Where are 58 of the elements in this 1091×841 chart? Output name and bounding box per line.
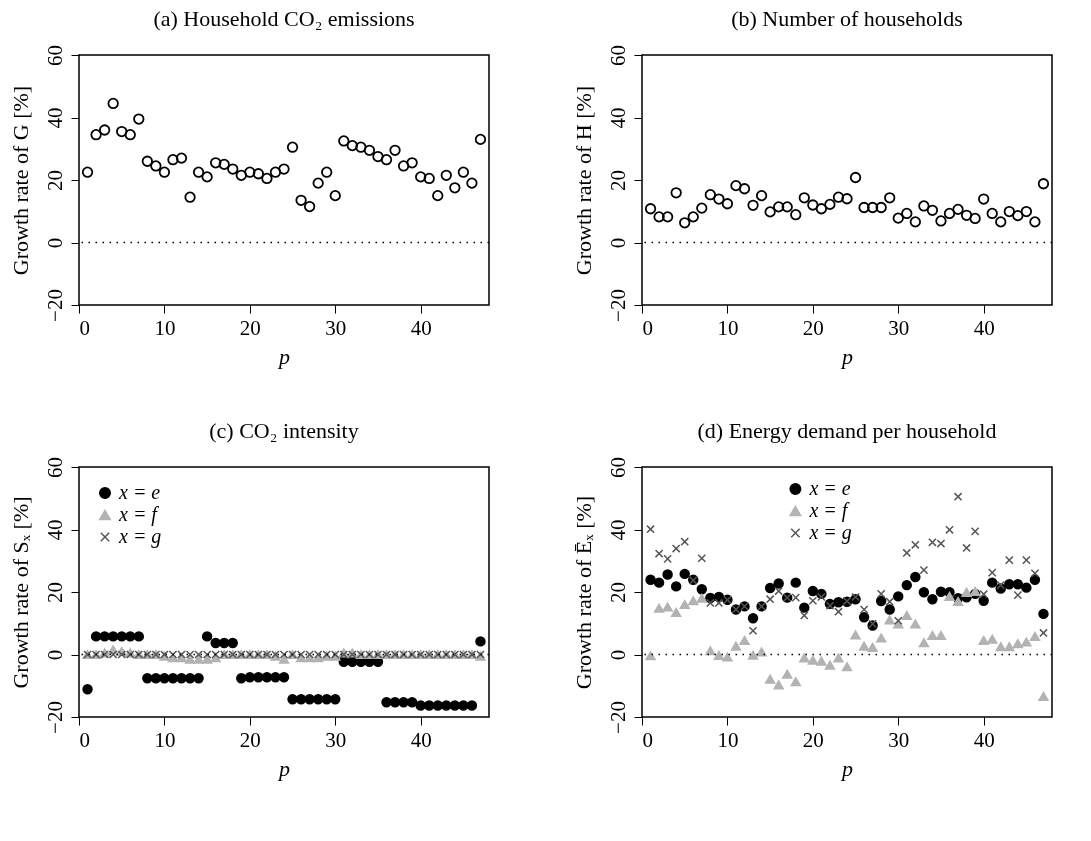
- x-tick-label: 40: [973, 315, 995, 340]
- chart-title: (b) Number of households: [731, 5, 963, 31]
- x-axis-title: p: [840, 343, 853, 369]
- y-tick-label: 0: [42, 237, 67, 249]
- legend-label: x = f: [118, 503, 160, 526]
- x-tick-label: 0: [642, 315, 653, 340]
- x-tick-label: 40: [410, 727, 432, 752]
- x-tick-label: 10: [154, 315, 176, 340]
- y-tick-label: 40: [605, 519, 630, 541]
- legend-label: x = e: [118, 481, 161, 503]
- x-tick-label: 30: [325, 315, 347, 340]
- x-tick-label: 30: [325, 727, 347, 752]
- x-axis-title: p: [277, 343, 290, 369]
- chart-title: (d) Energy demand per household: [697, 417, 997, 443]
- y-tick-label: −20: [605, 289, 630, 322]
- y-tick-label: 60: [42, 457, 67, 478]
- y-tick-label: −20: [42, 289, 67, 322]
- x-tick-label: 30: [888, 727, 910, 752]
- y-tick-label: 40: [42, 107, 67, 129]
- y-axis-title: Growth rate of Sₓ [%]: [7, 496, 33, 689]
- y-tick-label: 20: [42, 582, 67, 603]
- x-tick-label: 20: [239, 315, 261, 340]
- y-tick-label: 40: [42, 519, 67, 541]
- x-tick-label: 0: [642, 727, 653, 752]
- y-tick-label: −20: [42, 701, 67, 734]
- y-tick-label: 20: [605, 170, 630, 191]
- x-tick-label: 10: [717, 315, 739, 340]
- y-tick-label: 60: [42, 45, 67, 66]
- y-tick-label: 60: [605, 457, 630, 478]
- x-tick-label: 20: [802, 727, 824, 752]
- legend-label: x = g: [808, 521, 852, 544]
- x-tick-label: 40: [973, 727, 995, 752]
- y-tick-label: 0: [42, 649, 67, 661]
- y-tick-label: 40: [605, 107, 630, 129]
- y-tick-label: 20: [42, 170, 67, 191]
- chart-title: (c) CO₂ intensity: [209, 417, 359, 443]
- y-tick-label: −20: [605, 701, 630, 734]
- y-tick-label: 20: [605, 582, 630, 603]
- x-tick-label: 0: [79, 315, 90, 340]
- legend-label: x = e: [808, 477, 851, 499]
- x-tick-label: 20: [239, 727, 261, 752]
- y-axis-title: Growth rate of G [%]: [7, 85, 33, 276]
- y-tick-label: 0: [605, 237, 630, 249]
- legend-label: x = g: [118, 525, 162, 548]
- x-tick-label: 20: [802, 315, 824, 340]
- legend-label: x = f: [808, 499, 850, 522]
- y-axis-title: Growth rate of Ēₓ [%]: [570, 495, 596, 690]
- x-tick-label: 30: [888, 315, 910, 340]
- x-tick-label: 40: [410, 315, 432, 340]
- x-axis-title: p: [277, 755, 290, 781]
- chart-title: (a) Household CO₂ emissions: [153, 5, 415, 31]
- x-tick-label: 0: [79, 727, 90, 752]
- x-tick-label: 10: [717, 727, 739, 752]
- y-axis-title: Growth rate of H [%]: [570, 85, 596, 276]
- x-axis-title: p: [840, 755, 853, 781]
- x-tick-label: 10: [154, 727, 176, 752]
- y-tick-label: 0: [605, 649, 630, 661]
- y-tick-label: 60: [605, 45, 630, 66]
